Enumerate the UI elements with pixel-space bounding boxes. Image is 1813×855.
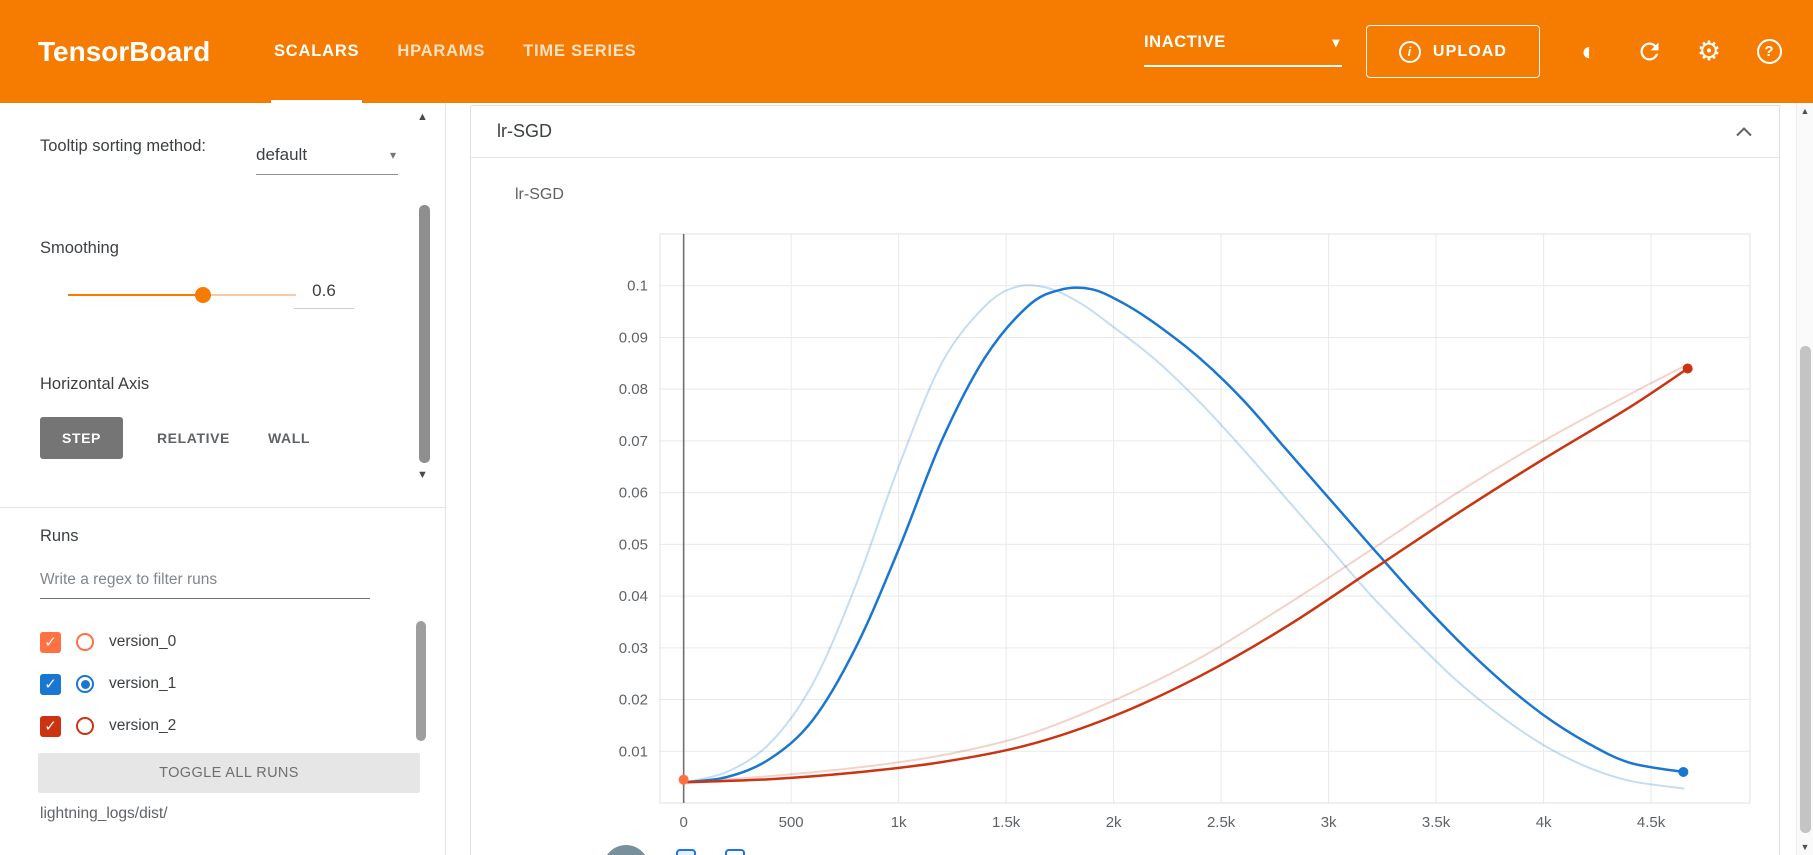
svg-text:0: 0 xyxy=(679,814,687,831)
run-label: version_1 xyxy=(109,675,177,692)
svg-text:4.5k: 4.5k xyxy=(1637,814,1666,831)
chevron-down-icon: ▾ xyxy=(1332,34,1340,50)
svg-text:0.04: 0.04 xyxy=(619,588,648,605)
chart-action-icon-1[interactable] xyxy=(676,849,696,855)
svg-text:3.5k: 3.5k xyxy=(1422,814,1451,831)
nav-tabs: SCALARS HPARAMS TIME SERIES xyxy=(270,0,637,103)
run-row-version-1[interactable]: ✓ version_1 xyxy=(40,669,176,699)
chart-title: lr-SGD xyxy=(515,186,564,203)
scalar-card-lr-sgd: lr-SGD lr-SGD 0 500 1k 1.5k 2k 2.5k 3k 3.5k 4k 4.… xyxy=(470,105,1780,855)
horizontal-axis-label: Horizontal Axis xyxy=(40,375,150,393)
card-title: lr-SGD xyxy=(497,121,552,141)
axis-step-button[interactable]: STEP xyxy=(40,417,123,459)
horizontal-axis-buttons: STEP RELATIVE WALL xyxy=(40,417,314,459)
app-header: TensorBoard SCALARS HPARAMS TIME SERIES … xyxy=(0,0,1813,103)
upload-label: UPLOAD xyxy=(1432,42,1508,60)
svg-text:0.02: 0.02 xyxy=(619,692,648,709)
axis-wall-button[interactable]: WALL xyxy=(264,417,314,459)
upload-button[interactable]: i UPLOAD xyxy=(1366,25,1540,78)
svg-text:500: 500 xyxy=(779,814,804,831)
settings-sidebar: Tooltip sorting method: default ▾ Smooth… xyxy=(0,103,446,855)
run-checkbox[interactable]: ✓ xyxy=(40,673,61,695)
tab-hparams[interactable]: HPARAMS xyxy=(397,42,486,60)
run-label: version_0 xyxy=(109,633,177,650)
svg-text:0.07: 0.07 xyxy=(619,433,648,450)
help-icon[interactable]: ? xyxy=(1752,0,1786,103)
sidebar-scroll-up-icon[interactable]: ▲ xyxy=(417,111,428,123)
card-action-button[interactable] xyxy=(603,845,649,855)
toggle-all-runs-button[interactable]: TOGGLE ALL RUNS xyxy=(38,753,420,793)
sidebar-scroll-down-icon[interactable]: ▼ xyxy=(417,469,428,481)
svg-text:0.05: 0.05 xyxy=(619,536,648,553)
svg-text:1k: 1k xyxy=(891,814,907,831)
page-scrollbar-thumb[interactable] xyxy=(1800,346,1811,833)
svg-text:0.03: 0.03 xyxy=(619,640,648,657)
scrollbar-down-arrow[interactable]: ▼ xyxy=(1800,842,1810,852)
svg-text:0.1: 0.1 xyxy=(627,278,648,295)
line-chart[interactable]: 0 500 1k 1.5k 2k 2.5k 3k 3.5k 4k 4.5k 0.01 0.02 0.03… xyxy=(473,206,1777,851)
smoothing-slider[interactable] xyxy=(68,287,296,303)
tooltip-sorting-label: Tooltip sorting method: xyxy=(40,137,207,155)
log-directory-label: lightning_logs/dist/ xyxy=(40,805,168,822)
help-ring: ? xyxy=(1756,39,1782,64)
smoothing-value-input[interactable]: 0.6 xyxy=(294,281,354,309)
tooltip-sorting-dropdown[interactable]: default ▾ xyxy=(256,145,398,175)
smoothing-label: Smoothing xyxy=(40,239,119,257)
sidebar-scrollbar-thumb[interactable] xyxy=(419,205,430,463)
run-radio-selected[interactable] xyxy=(76,675,94,693)
card-header: lr-SGD xyxy=(471,106,1779,158)
chart-action-icon-2[interactable] xyxy=(725,849,745,855)
svg-text:0.01: 0.01 xyxy=(619,743,648,760)
svg-text:0.09: 0.09 xyxy=(619,329,648,346)
scrollbar-up-arrow[interactable]: ▲ xyxy=(1800,106,1810,116)
svg-text:0.08: 0.08 xyxy=(619,381,648,398)
run-radio[interactable] xyxy=(76,717,94,735)
chevron-down-icon: ▾ xyxy=(389,148,396,162)
chevron-up-icon xyxy=(1736,126,1752,136)
collapse-card-button[interactable] xyxy=(1735,126,1753,137)
run-checkbox[interactable]: ✓ xyxy=(40,631,61,653)
svg-text:2.5k: 2.5k xyxy=(1207,814,1236,831)
settings-icon[interactable]: ⚙ xyxy=(1696,36,1722,66)
axis-relative-button[interactable]: RELATIVE xyxy=(153,417,234,459)
smoothing-slider-thumb[interactable] xyxy=(195,287,211,303)
info-icon: i xyxy=(1398,40,1421,63)
data-status-dropdown[interactable]: INACTIVE ▾ xyxy=(1144,33,1342,67)
tooltip-sorting-value: default xyxy=(256,145,308,164)
svg-text:4k: 4k xyxy=(1536,814,1552,831)
tab-scalars[interactable]: SCALARS xyxy=(270,0,363,103)
data-status-value: INACTIVE xyxy=(1144,33,1226,51)
tab-time-series[interactable]: TIME SERIES xyxy=(523,42,637,60)
runs-heading: Runs xyxy=(40,527,79,545)
slider-fill xyxy=(68,294,203,296)
run-label: version_2 xyxy=(109,717,177,734)
run-checkbox[interactable]: ✓ xyxy=(40,715,61,737)
theme-toggle-icon[interactable]: ◐ xyxy=(1581,36,1597,66)
main-content: lr-SGD lr-SGD 0 500 1k 1.5k 2k 2.5k 3k 3.5k 4k 4.… xyxy=(446,103,1796,855)
run-row-version-2[interactable]: ✓ version_2 xyxy=(40,711,176,741)
runs-scrollbar-thumb[interactable] xyxy=(416,621,426,741)
app-title[interactable]: TensorBoard xyxy=(38,36,211,67)
radio-dot xyxy=(80,679,90,689)
run-radio[interactable] xyxy=(76,633,94,651)
svg-text:3k: 3k xyxy=(1321,814,1337,831)
svg-text:0.06: 0.06 xyxy=(619,485,648,502)
sidebar-divider xyxy=(0,507,445,508)
run-row-version-0[interactable]: ✓ version_0 xyxy=(40,627,176,657)
svg-text:2k: 2k xyxy=(1106,814,1122,831)
svg-text:1.5k: 1.5k xyxy=(992,814,1021,831)
runs-filter-input[interactable] xyxy=(40,569,370,599)
refresh-icon[interactable] xyxy=(1632,0,1666,103)
page-scrollbar[interactable]: ▲ ▼ xyxy=(1796,103,1813,855)
